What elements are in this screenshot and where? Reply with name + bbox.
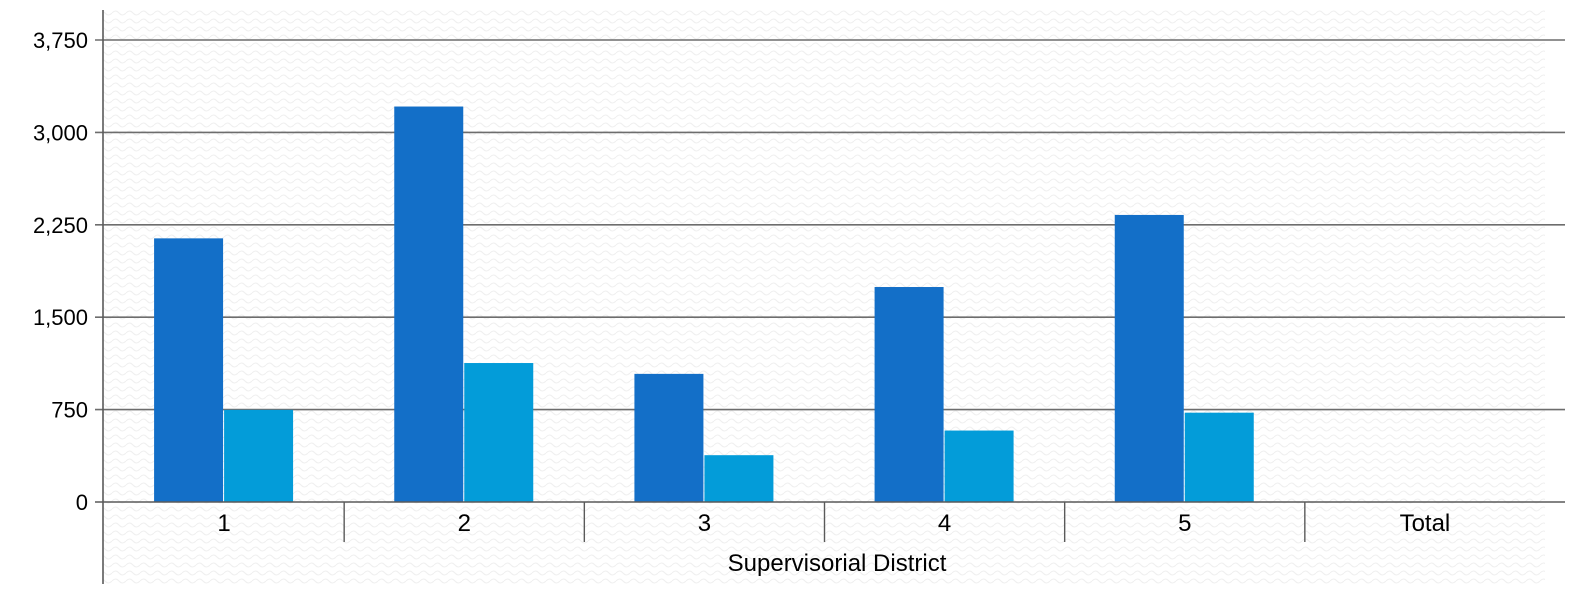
gridlines (95, 39, 1565, 411)
x-tick-label: Total (1400, 510, 1451, 537)
bar-district-3-series-2 (704, 455, 774, 502)
x-tick-label: 5 (1178, 510, 1191, 537)
x-tick-label: 3 (698, 510, 711, 537)
x-tick-label: 4 (938, 510, 951, 537)
x-tick-labels: 1 2 3 4 5 Total (217, 510, 1450, 537)
plot-background (103, 10, 1545, 584)
y-tick-label: 3,000 (33, 120, 88, 145)
bar-district-3-series-1 (634, 373, 704, 502)
bar-district-4-series-1 (874, 287, 944, 502)
bar-district-5-series-1 (1114, 214, 1184, 502)
bars (154, 106, 1254, 503)
x-axis-title: Supervisorial District (728, 550, 947, 577)
bar-district-1-series-2 (224, 409, 294, 502)
bar-district-4-series-2 (944, 430, 1014, 502)
bar-district-2-series-1 (394, 106, 464, 502)
x-tick-label: 2 (458, 510, 471, 537)
y-tick-label: 750 (51, 398, 88, 423)
bar-district-1-series-1 (154, 238, 224, 503)
axes (95, 10, 1565, 584)
bar-district-2-series-2 (464, 363, 534, 502)
y-tick-label: 1,500 (33, 305, 88, 330)
bar-district-5-series-2 (1184, 412, 1254, 502)
x-tick-label: 1 (217, 510, 230, 537)
y-tick-label: 0 (76, 490, 88, 515)
y-tick-label: 3,750 (33, 28, 88, 53)
y-tick-label: 2,250 (33, 213, 88, 238)
y-tick-labels: 0 750 1,500 2,250 3,000 3,750 (33, 28, 88, 515)
